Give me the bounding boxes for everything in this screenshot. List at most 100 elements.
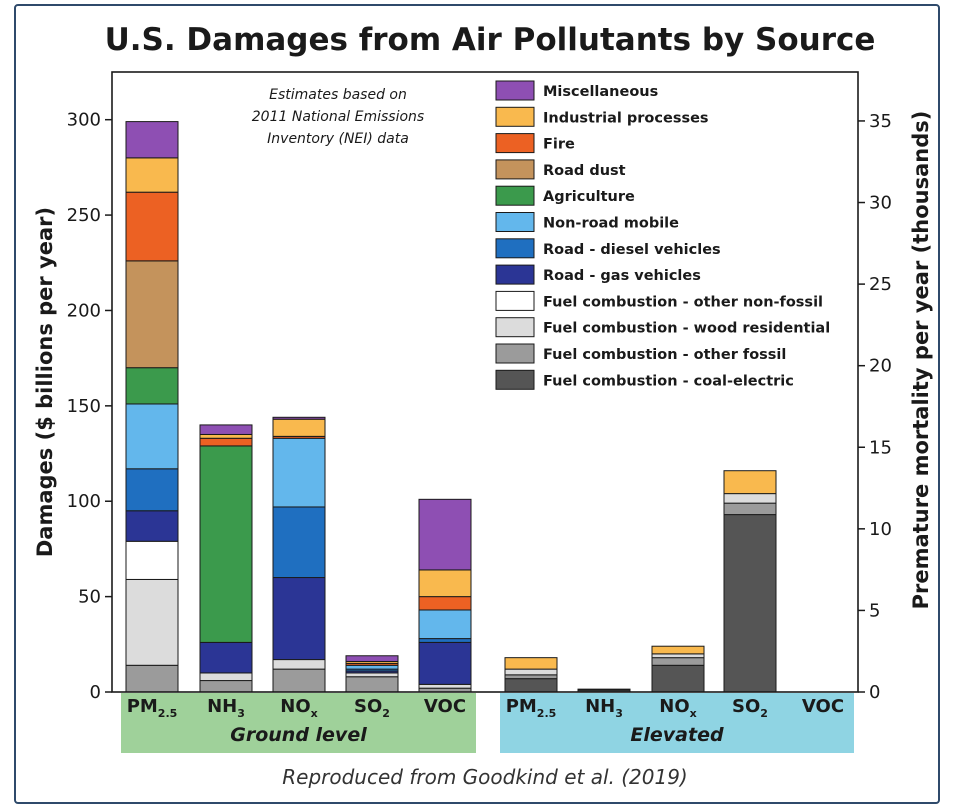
legend-label-fire: Fire: [543, 137, 575, 153]
bar-segment-fuel-combustion-coal-electric: [651, 664, 705, 693]
x-tick-label: SO2: [732, 696, 768, 720]
bar-segment-non-road-mobile: [125, 403, 179, 470]
group-band-elevated: [500, 693, 854, 753]
y2-tick-label: 0: [869, 682, 880, 703]
legend-swatch-fuel-combustion-other-fossil: [495, 343, 535, 364]
bar-segment-miscellaneous: [345, 655, 399, 662]
group-label-elevated: Elevated: [630, 724, 724, 746]
caption: Reproduced from Goodkind et al. (2019): [282, 765, 688, 789]
legend-swatch-fuel-combustion-wood-residential: [495, 317, 535, 338]
legend-swatch-fire: [495, 133, 535, 154]
bar-segment-fire: [418, 596, 472, 611]
bar-segment-non-road-mobile: [345, 664, 399, 670]
y2-tick-label: 35: [869, 111, 892, 132]
y2-tick-label: 10: [869, 519, 892, 540]
legend-label-road-diesel-vehicles: Road - diesel vehicles: [543, 242, 721, 258]
category-labels: PM2.5 NH3 NOx SO2 VOC PM2.5 NH3 NOx SO2 VOC: [127, 696, 844, 720]
bar-segment-industrial-processes: [199, 433, 253, 439]
legend-label-non-road-mobile: Non-road mobile: [543, 216, 679, 232]
legend-label-agriculture: Agriculture: [543, 189, 635, 205]
y2-tick-label: 15: [869, 437, 892, 458]
bar-segment-fuel-combustion-wood-residential: [272, 659, 326, 670]
legend-label-fuel-combustion-wood-residential: Fuel combustion - wood residential: [543, 321, 830, 337]
legend-label-road-gas-vehicles: Road - gas vehicles: [543, 268, 701, 284]
y-tick-label: 150: [67, 396, 101, 417]
x-tick-label: NH3: [585, 696, 623, 720]
bar-segment-fuel-combustion-other-fossil: [723, 502, 777, 516]
bar-segment-miscellaneous: [125, 121, 179, 159]
legend-swatch-miscellaneous: [495, 80, 535, 101]
y2-axis-label: Premature mortality per year (thousands): [909, 111, 933, 610]
legend-swatch-fuel-combustion-other-non-fossil: [495, 290, 535, 311]
y2-tick-label: 20: [869, 356, 892, 377]
plot-area: [111, 71, 859, 693]
group-band-ground-level: [121, 693, 476, 753]
y-tick-label: 300: [67, 110, 101, 131]
legend-swatch-industrial-processes: [495, 106, 535, 127]
y2-tick-label: 30: [869, 193, 892, 214]
bar-segment-non-road-mobile: [418, 609, 472, 640]
x-tick-label: NOx: [659, 696, 696, 720]
legend-label-fuel-combustion-other-non-fossil: Fuel combustion - other non-fossil: [543, 294, 823, 310]
bar-segment-miscellaneous: [272, 416, 326, 420]
y-tick-label: 250: [67, 205, 101, 226]
group-label-ground-level: Ground level: [230, 724, 367, 746]
x-tick-label: VOC: [424, 696, 466, 717]
bar-segment-fuel-combustion-other-fossil: [272, 668, 326, 693]
bar-segment-road-diesel-vehicles: [418, 638, 472, 643]
y-tick-label: 200: [67, 300, 101, 321]
note-line: 2011 National Emissions: [252, 109, 424, 125]
bar-segment-industrial-processes: [723, 470, 777, 495]
y2-tick-label: 25: [869, 274, 892, 295]
legend-swatch-non-road-mobile: [495, 212, 535, 232]
bar-segment-industrial-processes: [418, 569, 472, 598]
note-line: Estimates based on: [269, 87, 407, 103]
bar-segment-fuel-combustion-other-fossil: [199, 680, 253, 693]
legend-label-fuel-combustion-other-fossil: Fuel combustion - other fossil: [543, 347, 786, 363]
bar-segment-fuel-combustion-coal-electric: [504, 678, 558, 693]
legend-swatch-road-diesel-vehicles: [495, 238, 535, 259]
bar-segment-fuel-combustion-wood-residential: [418, 683, 472, 689]
note-line: Inventory (NEI) data: [267, 131, 409, 147]
bar-segment-fuel-combustion-other-fossil: [651, 657, 705, 666]
legend-swatch-road-dust: [495, 159, 535, 180]
bar-segment-fuel-combustion-other-fossil: [345, 676, 399, 693]
bar-segment-fuel-combustion-wood-residential: [125, 578, 179, 666]
bars-layer: [125, 121, 777, 693]
bar-segment-fire: [125, 191, 179, 262]
bar-segment-industrial-processes: [651, 645, 705, 655]
x-tick-label: PM2.5: [506, 696, 557, 720]
bar-segment-industrial-processes: [272, 418, 326, 437]
legend-swatch-fuel-combustion-coal-electric: [495, 369, 535, 390]
bar-segment-road-gas-vehicles: [125, 510, 179, 542]
x-tick-label: VOC: [802, 696, 844, 717]
bar-segment-road-gas-vehicles: [199, 641, 253, 674]
bar-segment-fuel-combustion-other-non-fossil: [125, 540, 179, 580]
bar-segment-fuel-combustion-wood-residential: [504, 668, 558, 676]
bar-segment-road-diesel-vehicles: [272, 506, 326, 579]
legend-label-miscellaneous: Miscellaneous: [543, 84, 658, 100]
x-tick-label: PM2.5: [127, 696, 178, 720]
bar-segment-fuel-combustion-other-fossil: [125, 664, 179, 693]
bar-segment-agriculture: [199, 445, 253, 643]
note-layer: Estimates based on 2011 National Emission…: [252, 87, 424, 147]
bar-segment-fuel-combustion-other-fossil: [504, 674, 558, 680]
axes-layer: 0 50 100 150 200 250 300 0 5 10 15 20 25 30 35: [67, 110, 892, 703]
y-tick-label: 50: [78, 587, 101, 608]
x-tick-label: NOx: [280, 696, 317, 720]
bar-segment-road-diesel-vehicles: [125, 468, 179, 512]
y-axis-label: Damages ($ billions per year): [33, 207, 57, 557]
bar-segment-road-gas-vehicles: [272, 577, 326, 661]
bar-segment-fuel-combustion-wood-residential: [199, 672, 253, 682]
x-tick-label: SO2: [354, 696, 390, 720]
bar-segment-industrial-processes: [504, 657, 558, 670]
chart-title: U.S. Damages from Air Pollutants by Sour…: [105, 22, 876, 58]
y-tick-label: 0: [90, 682, 101, 703]
legend-label-fuel-combustion-coal-electric: Fuel combustion - coal-electric: [543, 373, 794, 389]
bar-segment-miscellaneous: [199, 424, 253, 435]
bar-segment-fire: [199, 437, 253, 447]
x-tick-label: NH3: [207, 696, 245, 720]
bar-segment-industrial-processes: [125, 157, 179, 193]
legend-swatch-agriculture: [495, 185, 535, 206]
